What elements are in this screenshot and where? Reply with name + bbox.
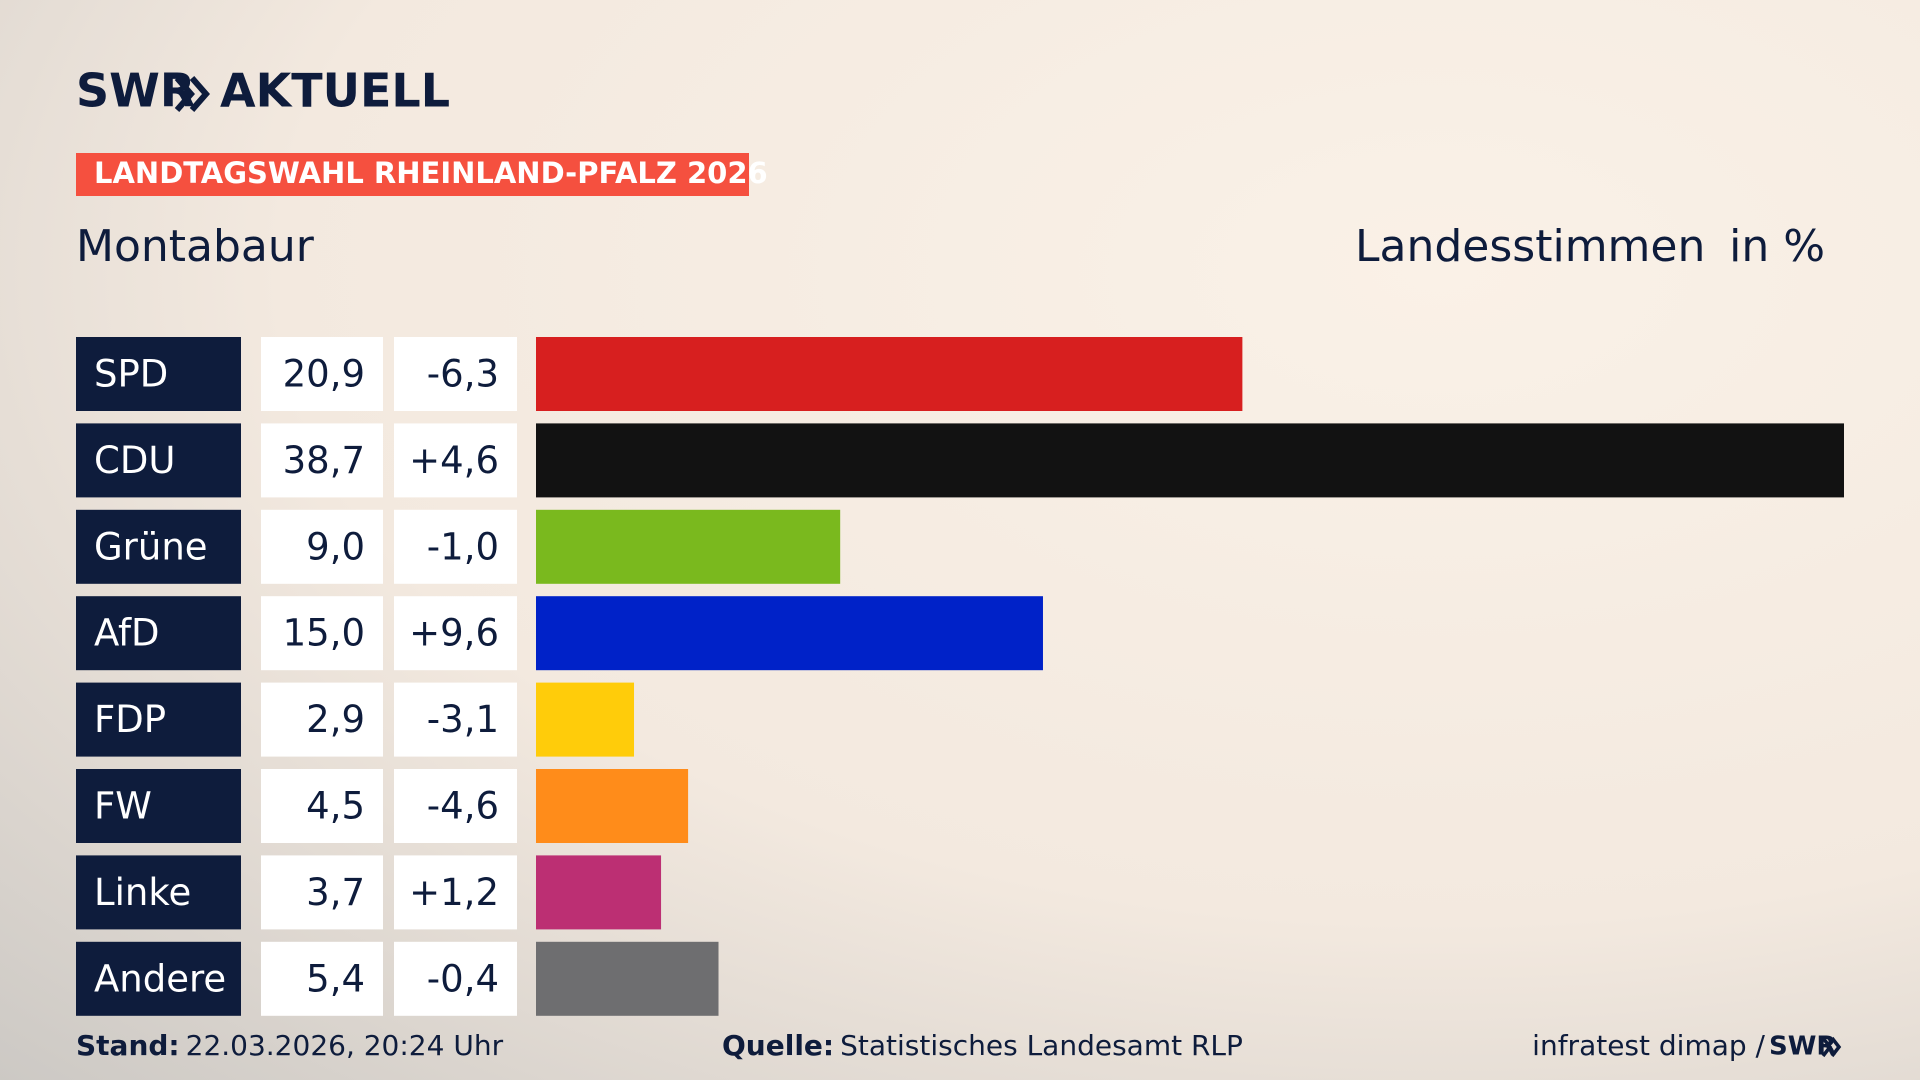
change-label: +4,6 — [409, 439, 499, 482]
value-box — [261, 941, 383, 1016]
bar — [536, 337, 1243, 411]
source: Quelle: Statistisches Landesamt RLP — [722, 1029, 1243, 1062]
party-label: Grüne — [94, 525, 208, 568]
bar — [536, 596, 1043, 671]
change-label: -0,4 — [427, 957, 499, 1000]
value-box — [261, 769, 383, 843]
party-box — [76, 423, 241, 498]
change-box — [394, 682, 517, 757]
change-box — [394, 596, 517, 671]
value-box — [261, 596, 383, 671]
stand-value: 22.03.2026, 20:24 Uhr — [186, 1029, 504, 1062]
party-label: AfD — [94, 612, 160, 655]
source-value: Statistisches Landesamt RLP — [840, 1029, 1243, 1062]
party-box — [76, 855, 241, 930]
change-box — [394, 509, 517, 584]
party-box — [76, 769, 241, 843]
change-box — [394, 769, 517, 843]
change-label: -1,0 — [427, 525, 499, 568]
credit: infratest dimap / — [1532, 1029, 1765, 1062]
party-box — [76, 509, 241, 584]
value-label: 3,7 — [306, 871, 365, 914]
change-label: -6,3 — [427, 353, 499, 396]
measure: Landesstimmen — [1355, 221, 1705, 272]
bar — [536, 423, 1844, 498]
change-label: -3,1 — [427, 698, 499, 741]
party-box — [76, 596, 241, 671]
value-label: 5,4 — [306, 957, 365, 1000]
value-box — [261, 509, 383, 584]
change-label: +1,2 — [409, 871, 499, 914]
bar — [536, 941, 719, 1016]
brand-chevrons — [174, 76, 210, 112]
value-box — [261, 337, 383, 411]
party-label: CDU — [94, 439, 175, 482]
party-box — [76, 941, 241, 1016]
bar — [536, 682, 635, 757]
party-box — [76, 337, 241, 411]
party-label: SPD — [94, 353, 168, 396]
rows: SPD 20,9 -6,3 CDU 38,7 +4,6 Grüne 9,0 -1,0 AfD 15,… — [76, 337, 1844, 1016]
party-box — [76, 682, 241, 757]
change-label: +9,6 — [409, 612, 499, 655]
value-label: 9,0 — [306, 525, 365, 568]
credit-brand: SWR — [1769, 1032, 1836, 1062]
value-label: 4,5 — [306, 785, 365, 828]
bar — [536, 855, 662, 930]
value-box — [261, 855, 383, 930]
value-label: 38,7 — [283, 439, 365, 482]
stand: Stand: 22.03.2026, 20:24 Uhr — [76, 1029, 504, 1062]
change-box — [394, 337, 517, 411]
change-box — [394, 855, 517, 930]
party-label: Andere — [94, 957, 226, 1000]
badge — [76, 153, 749, 196]
source-label: Quelle: — [722, 1029, 834, 1062]
credit-chevrons — [1821, 1036, 1842, 1058]
value-label: 15,0 — [283, 612, 365, 655]
party-label: FDP — [94, 698, 166, 741]
brand-suffix: AKTUELL — [220, 64, 450, 118]
stand-label: Stand: — [76, 1029, 180, 1062]
value-label: 20,9 — [283, 353, 365, 396]
party-label: Linke — [94, 871, 191, 914]
value-label: 2,9 — [306, 698, 365, 741]
change-box — [394, 423, 517, 498]
unit-label: in % — [1729, 221, 1825, 272]
change-label: -4,6 — [427, 785, 499, 828]
change-box — [394, 941, 517, 1016]
badge-text: LANDTAGSWAHL RHEINLAND-PFALZ 2026 — [94, 156, 768, 190]
party-label: FW — [94, 785, 152, 828]
value-box — [261, 682, 383, 757]
bar — [536, 509, 841, 584]
bar — [536, 769, 689, 843]
subtitle: Montabaur — [76, 221, 315, 272]
value-box — [261, 423, 383, 498]
